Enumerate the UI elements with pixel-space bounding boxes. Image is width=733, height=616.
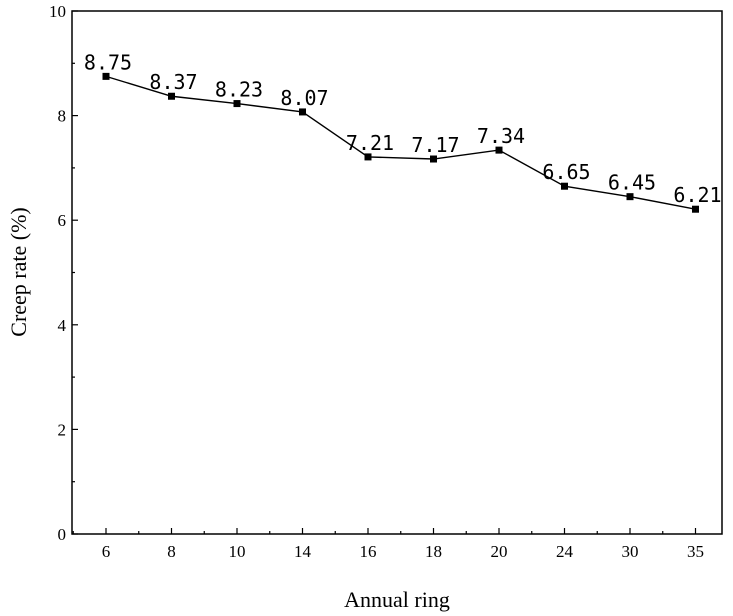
data-label: 8.23 xyxy=(215,78,263,102)
data-point xyxy=(364,153,372,161)
data-point xyxy=(168,92,175,100)
series-line xyxy=(105,75,696,210)
y-tick-label: 0 xyxy=(58,525,67,544)
data-point xyxy=(626,193,634,201)
y-axis-title: Creep rate (%) xyxy=(6,207,31,336)
data-point xyxy=(692,205,699,213)
x-tick-label: 35 xyxy=(687,542,704,561)
x-tick-label: 6 xyxy=(102,542,111,561)
data-point xyxy=(102,72,110,80)
y-tick-label: 2 xyxy=(58,420,67,439)
data-label: 6.45 xyxy=(608,171,656,195)
y-axis-ticks: 0 2 4 6 8 10 xyxy=(49,2,78,544)
data-point xyxy=(233,100,241,108)
data-label: 7.17 xyxy=(411,133,459,157)
x-tick-label: 14 xyxy=(294,542,312,561)
y-tick-label: 10 xyxy=(49,2,66,21)
data-point xyxy=(561,182,568,190)
x-tick-label: 20 xyxy=(491,542,508,561)
data-label: 8.75 xyxy=(84,50,132,74)
y-tick-label: 6 xyxy=(58,211,67,230)
data-label: 6.21 xyxy=(673,183,721,207)
x-tick-label: 16 xyxy=(360,542,377,561)
data-point xyxy=(299,108,306,116)
data-labels-group: 8.75 8.37 8.23 8.07 7.21 7.17 7.34 6.65 6.45 6.21 xyxy=(84,50,722,207)
x-axis-title: Annual ring xyxy=(344,587,450,612)
data-label: 8.37 xyxy=(149,70,197,94)
x-axis-ticks: 6 8 10 14 16 18 20 24 30 35 xyxy=(72,528,704,561)
data-point xyxy=(495,146,503,154)
data-label: 7.34 xyxy=(477,124,525,148)
y-tick-label: 4 xyxy=(58,316,67,335)
data-label: 6.65 xyxy=(542,160,590,184)
y-tick-label: 8 xyxy=(58,107,67,126)
x-tick-label: 30 xyxy=(622,542,639,561)
data-label: 8.07 xyxy=(280,86,328,110)
x-tick-label: 18 xyxy=(425,542,442,561)
x-tick-label: 10 xyxy=(229,542,246,561)
data-label: 7.21 xyxy=(346,131,394,155)
series-group xyxy=(102,72,699,213)
x-tick-label: 24 xyxy=(556,542,574,561)
x-tick-label: 8 xyxy=(167,542,176,561)
data-point xyxy=(430,155,437,163)
